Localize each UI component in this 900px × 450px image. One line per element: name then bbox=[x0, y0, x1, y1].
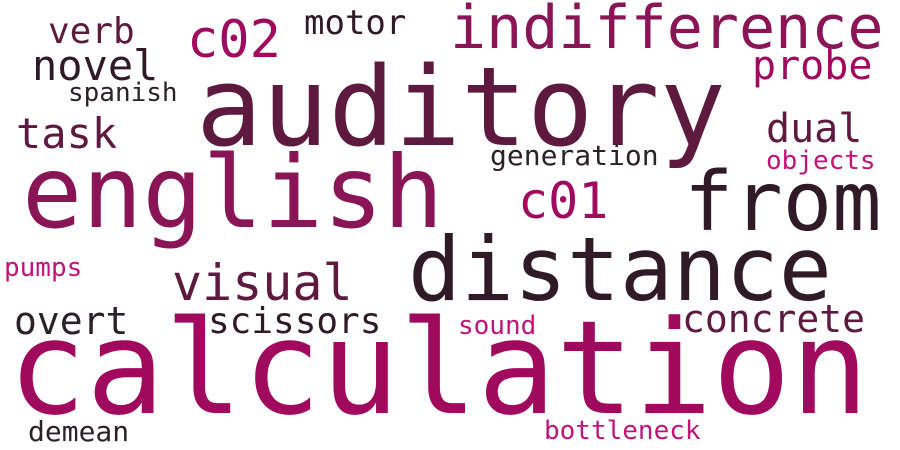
word-objects: objects bbox=[766, 146, 876, 176]
word-pumps: pumps bbox=[4, 253, 83, 283]
word-motor: motor bbox=[304, 3, 407, 43]
word-verb: verb bbox=[48, 11, 135, 52]
word-visual: visual bbox=[172, 254, 353, 312]
word-overt: overt bbox=[14, 299, 129, 343]
word-auditory: auditory bbox=[196, 43, 726, 171]
word-dual: dual bbox=[766, 106, 863, 152]
word-novel: novel bbox=[32, 41, 159, 90]
word-calculation: calculation bbox=[8, 292, 869, 444]
word-task: task bbox=[16, 109, 118, 158]
word-distance: distance bbox=[408, 218, 832, 321]
word-demean: demean bbox=[28, 415, 130, 448]
word-probe: probe bbox=[752, 43, 873, 89]
word-sound: sound bbox=[458, 311, 537, 341]
word-scissors: scissors bbox=[208, 301, 382, 342]
word-from: from bbox=[684, 155, 882, 250]
word-bottleneck: bottleneck bbox=[544, 416, 701, 446]
word-c02: c02 bbox=[187, 10, 281, 70]
word-concrete: concrete bbox=[682, 297, 866, 341]
word-english: english bbox=[22, 134, 444, 251]
word-c01: c01 bbox=[518, 172, 609, 230]
word-spanish: spanish bbox=[68, 78, 178, 108]
word-generation: generation bbox=[490, 139, 659, 172]
word-indifference: indifference bbox=[450, 0, 884, 63]
